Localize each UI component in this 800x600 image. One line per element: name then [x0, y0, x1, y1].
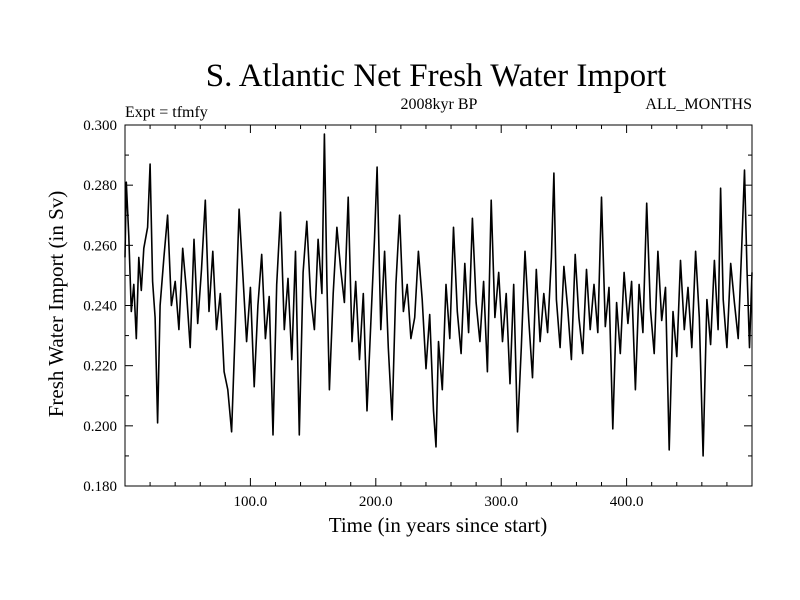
- chart-title: S. Atlantic Net Fresh Water Import: [206, 58, 667, 94]
- experiment-label: Expt = tfmfy: [125, 104, 208, 121]
- x-tick-label: 300.0: [484, 494, 518, 510]
- x-tick-label: 100.0: [234, 494, 268, 510]
- chart-subtitle: 2008kyr BP: [401, 96, 478, 113]
- data-series-group: [124, 133, 753, 457]
- series-line: [124, 133, 753, 457]
- y-tick-label: 0.180: [83, 479, 117, 495]
- period-label: ALL_MONTHS: [645, 96, 752, 113]
- y-tick-label: 0.200: [83, 419, 117, 435]
- x-axis-label: Time (in years since start): [329, 513, 548, 537]
- y-tick-label: 0.240: [83, 299, 117, 315]
- y-tick-label: 0.300: [83, 118, 117, 134]
- y-tick-label: 0.260: [83, 238, 117, 254]
- y-axis-label: Fresh Water Import (in Sv): [44, 191, 68, 418]
- y-tick-label: 0.220: [83, 359, 117, 375]
- x-tick-label: 400.0: [610, 494, 644, 510]
- axes-group: 100.0 200.0 300.0 400.0 0.180 0.200 0.220 0.240…: [83, 118, 753, 510]
- y-tick-label: 0.280: [83, 178, 117, 194]
- x-tick-label: 200.0: [359, 494, 393, 510]
